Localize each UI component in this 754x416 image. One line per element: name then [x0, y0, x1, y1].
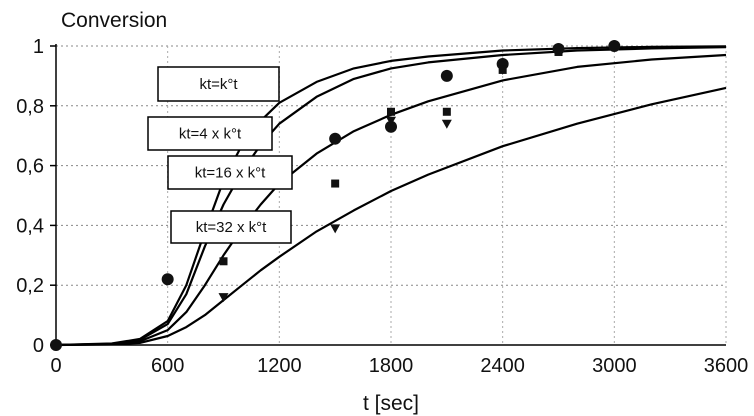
data-markers [50, 40, 621, 351]
x-tick-label: 3600 [704, 355, 749, 377]
series-label-text: kt=16 x k°t [195, 165, 266, 182]
series-label-box [157, 66, 280, 102]
tick-labels: 0 600 1200 1800 2400 3000 3600 0 0,2 0,4 0,6 0,8 1 [16, 36, 748, 377]
series-label-box [147, 116, 273, 151]
x-tick-label: 1800 [369, 355, 414, 377]
y-tick-label: 0 [33, 335, 44, 357]
y-tick-label: 0,2 [16, 275, 44, 297]
square-marker [442, 107, 451, 116]
x-tick-label: 0 [50, 355, 61, 377]
series-label-box [167, 155, 293, 190]
y-tick-label: 0,8 [16, 96, 44, 118]
x-tick-label: 2400 [480, 355, 525, 377]
x-tick-label: 600 [151, 355, 184, 377]
x-axis-label: t [sec] [363, 392, 419, 415]
triangle-marker [553, 44, 564, 54]
y-axis-label: Conversion [61, 9, 167, 32]
triangle-marker [330, 224, 341, 234]
series-label-box [170, 210, 292, 244]
circle-marker [161, 273, 174, 286]
x-tick-label: 1200 [257, 355, 302, 377]
series-line [55, 86, 727, 347]
series-label-boxes: kt=k°t kt=4 x k°t kt=16 x k°t kt=32 x k°t [147, 66, 293, 244]
y-tick-label: 0,4 [16, 215, 44, 237]
series-line [55, 45, 727, 347]
x-tick-label: 3000 [592, 355, 637, 377]
series-line [55, 53, 727, 347]
series-label-text: kt=4 x k°t [179, 126, 242, 143]
circle-marker [608, 40, 621, 52]
circle-marker [440, 69, 453, 82]
series-label-text: kt=k°t [199, 76, 238, 93]
square-marker [219, 257, 228, 266]
square-marker [331, 179, 340, 188]
y-tick-label: 1 [33, 36, 44, 58]
circle-marker [329, 132, 342, 145]
triangle-marker [386, 116, 396, 126]
circle-marker [385, 120, 397, 133]
triangle-marker [218, 293, 229, 303]
triangle-marker [497, 65, 508, 75]
triangle-marker [441, 119, 452, 129]
square-marker [387, 107, 395, 116]
y-tick-label: 0,6 [16, 156, 44, 178]
series-label-text: kt=32 x k°t [196, 219, 267, 236]
circle-marker [50, 339, 62, 351]
